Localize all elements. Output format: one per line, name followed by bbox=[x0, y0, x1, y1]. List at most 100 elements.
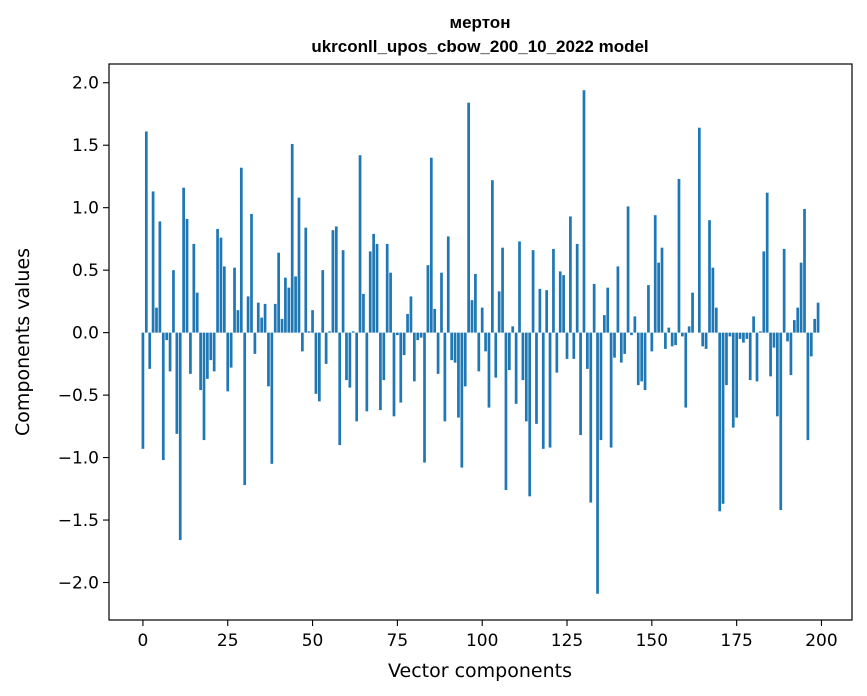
bar bbox=[630, 332, 633, 336]
bar bbox=[731, 332, 735, 428]
bar bbox=[182, 187, 185, 333]
bar bbox=[334, 226, 338, 333]
bar bbox=[355, 332, 359, 422]
bar bbox=[562, 275, 565, 333]
bar bbox=[301, 332, 304, 352]
bar bbox=[507, 332, 511, 371]
bar bbox=[572, 332, 576, 359]
bar bbox=[226, 332, 230, 392]
bar bbox=[358, 155, 362, 333]
bar bbox=[148, 332, 152, 369]
y-tick-label: −1.0 bbox=[58, 449, 99, 469]
bar bbox=[799, 262, 803, 333]
bar bbox=[250, 213, 253, 333]
bar bbox=[623, 332, 627, 354]
bar bbox=[385, 243, 389, 333]
bar bbox=[653, 215, 657, 333]
bar bbox=[579, 332, 582, 436]
bar bbox=[199, 332, 202, 391]
bar bbox=[294, 276, 297, 333]
bar bbox=[735, 332, 738, 418]
bar bbox=[372, 233, 375, 333]
bar bbox=[497, 291, 501, 333]
bar bbox=[691, 292, 694, 333]
bar bbox=[314, 332, 318, 394]
bar bbox=[206, 332, 209, 379]
bar bbox=[816, 302, 820, 333]
bar bbox=[453, 332, 457, 363]
bar bbox=[718, 332, 722, 512]
bar bbox=[392, 332, 396, 417]
bar bbox=[647, 285, 650, 333]
bar bbox=[351, 331, 355, 333]
bar bbox=[599, 332, 603, 441]
bar bbox=[158, 221, 162, 333]
bar bbox=[681, 332, 684, 337]
bar bbox=[484, 332, 487, 352]
bar bbox=[178, 332, 182, 541]
bar bbox=[402, 332, 406, 356]
bar bbox=[446, 236, 450, 333]
bar bbox=[592, 283, 596, 333]
bar bbox=[474, 273, 477, 333]
bar bbox=[192, 243, 196, 333]
x-tick-label: 100 bbox=[466, 631, 498, 651]
y-tick-label: 0.5 bbox=[72, 261, 99, 281]
bar bbox=[745, 332, 749, 339]
x-tick-label: 0 bbox=[138, 631, 149, 651]
bar bbox=[229, 332, 233, 368]
bar bbox=[667, 327, 671, 333]
bar bbox=[443, 332, 447, 422]
bar bbox=[161, 332, 165, 461]
bar bbox=[287, 287, 291, 333]
bar bbox=[575, 243, 579, 333]
bar bbox=[504, 332, 508, 491]
bar bbox=[640, 332, 644, 382]
bar bbox=[280, 318, 284, 333]
bar bbox=[304, 227, 308, 333]
bar bbox=[748, 332, 752, 381]
bar bbox=[765, 192, 769, 333]
x-tick-label: 200 bbox=[805, 631, 837, 651]
bar bbox=[487, 332, 491, 408]
bar bbox=[670, 332, 674, 347]
bar bbox=[263, 303, 267, 333]
bar bbox=[609, 332, 613, 448]
bar bbox=[759, 331, 762, 333]
bar bbox=[457, 332, 460, 418]
bar bbox=[202, 332, 206, 441]
y-tick-label: 1.0 bbox=[72, 199, 99, 219]
x-tick-label: 125 bbox=[551, 631, 583, 651]
bar bbox=[521, 332, 525, 381]
bar bbox=[792, 320, 796, 333]
y-axis-ticks: 2.0 1.5 1.0 0.5 0.0 −0.5 −1.0 −1.5 −2.0 bbox=[58, 74, 109, 594]
bar bbox=[806, 332, 810, 441]
bar bbox=[212, 332, 216, 372]
bar bbox=[267, 332, 270, 387]
bars-group bbox=[141, 90, 820, 594]
bar bbox=[260, 317, 264, 333]
x-tick-label: 75 bbox=[387, 631, 409, 651]
bar bbox=[501, 247, 504, 333]
bar bbox=[480, 307, 484, 333]
bar bbox=[636, 332, 640, 386]
bar bbox=[619, 332, 623, 363]
bar bbox=[440, 272, 443, 333]
bar bbox=[243, 332, 247, 486]
bar bbox=[586, 332, 589, 369]
bar bbox=[450, 332, 454, 361]
bar bbox=[412, 332, 416, 382]
bar bbox=[246, 296, 250, 333]
bar bbox=[643, 332, 647, 391]
bar bbox=[752, 316, 755, 333]
bar bbox=[545, 290, 549, 333]
bar bbox=[582, 90, 586, 333]
bar bbox=[538, 288, 542, 333]
bar bbox=[409, 296, 413, 333]
bar bbox=[528, 332, 532, 497]
y-tick-label: −2.0 bbox=[58, 574, 99, 594]
bar bbox=[239, 167, 243, 333]
bar bbox=[168, 332, 172, 372]
bar bbox=[175, 332, 179, 434]
bar bbox=[375, 243, 379, 333]
